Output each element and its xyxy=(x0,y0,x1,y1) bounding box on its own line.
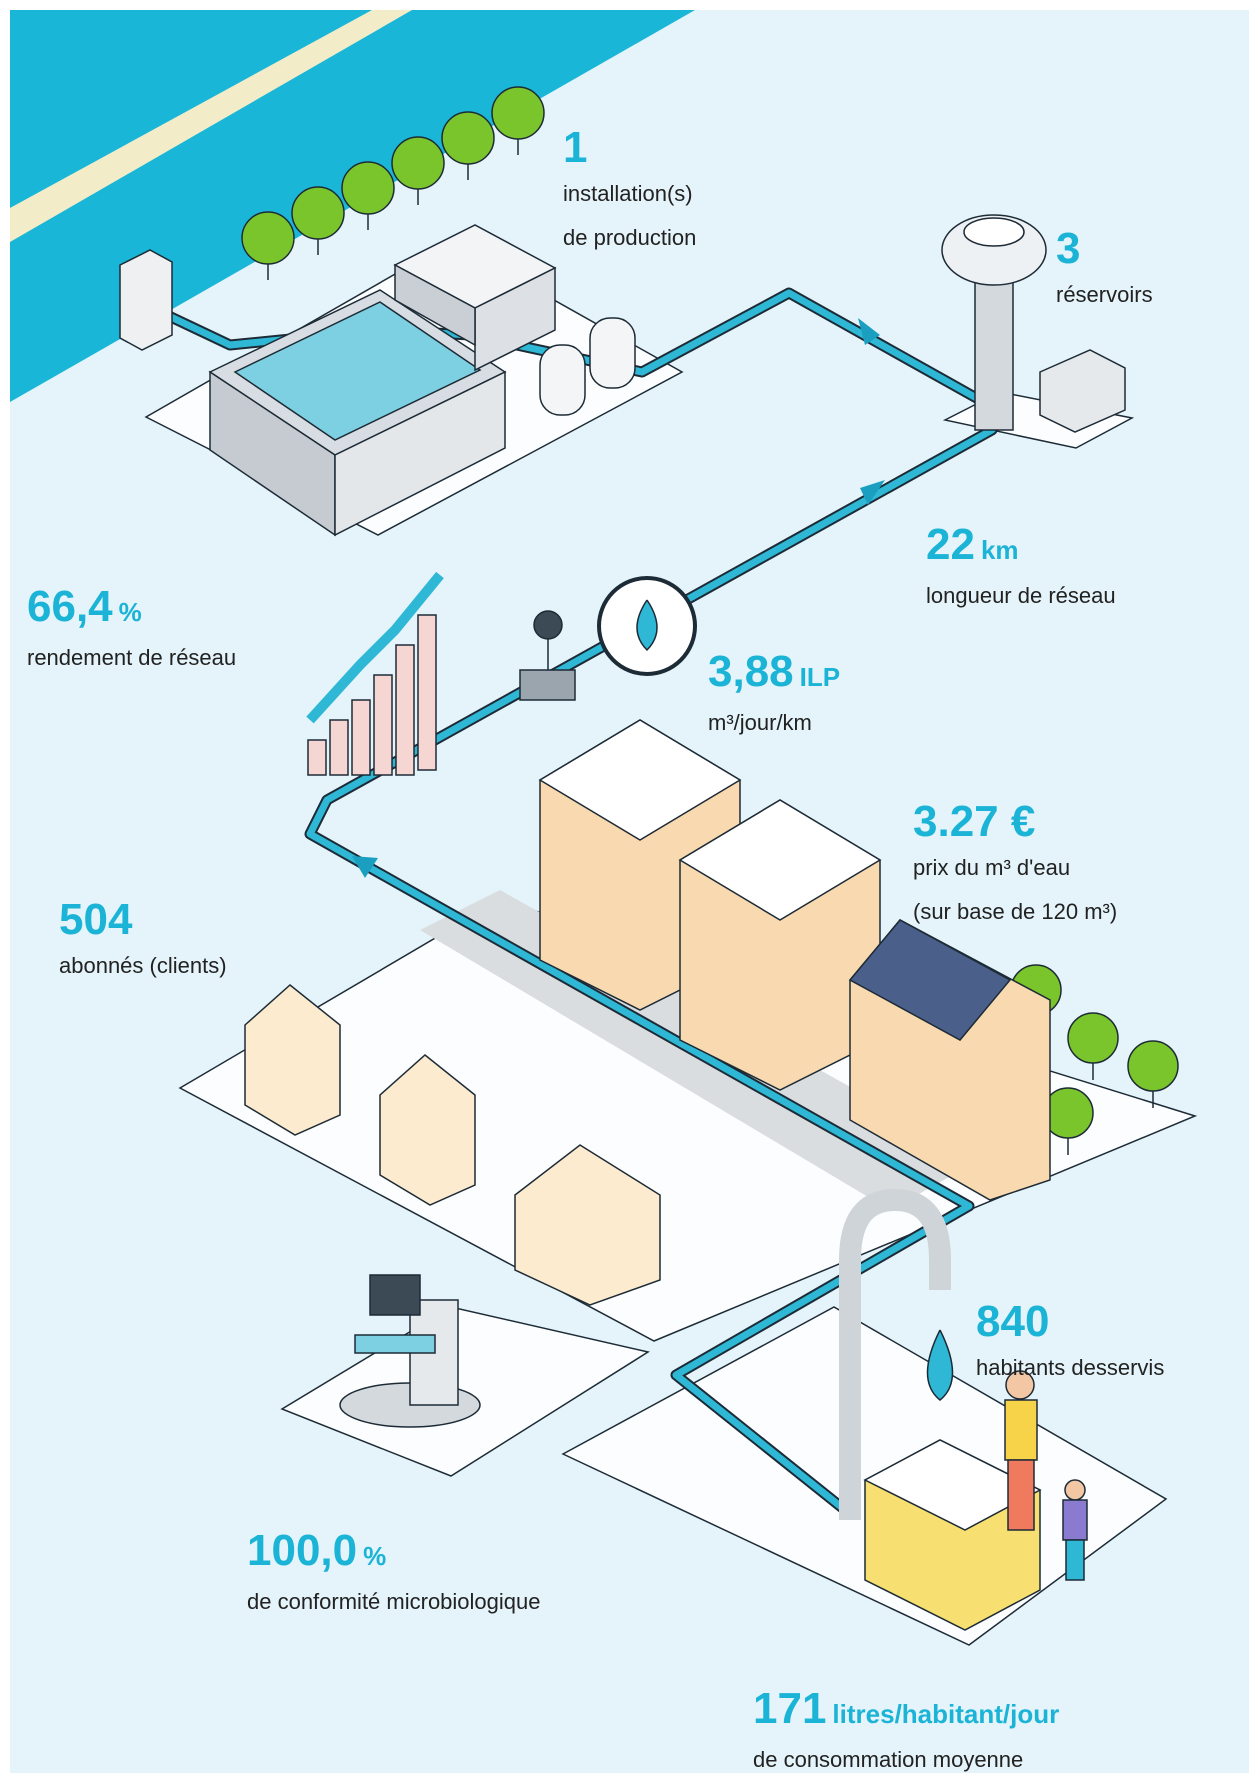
stat-label: m³/jour/km xyxy=(708,701,840,745)
stat-value: 3.27 € xyxy=(913,798,1117,846)
stat: 100,0%de conformité microbiologique xyxy=(247,1527,541,1624)
stat-label: abonnés (clients) xyxy=(59,944,227,988)
stat-unit: ILP xyxy=(800,662,840,692)
stat-number: 22 xyxy=(926,520,975,569)
stat-label: réservoirs xyxy=(1056,273,1153,317)
stat-label: de consommation moyenne xyxy=(753,1738,1059,1773)
stat-unit: % xyxy=(119,597,142,627)
stat-value: 3 xyxy=(1056,225,1153,273)
stat-label: prix du m³ d'eau xyxy=(913,846,1117,890)
stat-value: 66,4% xyxy=(27,583,236,636)
stat-unit: km xyxy=(981,535,1019,565)
stat-label: longueur de réseau xyxy=(926,574,1116,618)
stat: 66,4%rendement de réseau xyxy=(27,583,236,680)
stat-unit: % xyxy=(363,1541,386,1571)
stat-value: 840 xyxy=(976,1298,1164,1346)
stat-number: 171 xyxy=(753,1684,826,1733)
stat-number: 3,88 xyxy=(708,647,794,696)
page: Réseau d'eau {"stats": [ {"value": "1", … xyxy=(0,0,1259,1783)
stat-label: installation(s) xyxy=(563,172,696,216)
stat-number: 3.27 € xyxy=(913,797,1035,846)
stat-label: (sur base de 120 m³) xyxy=(913,890,1117,934)
stat-label: rendement de réseau xyxy=(27,636,236,680)
stat-number: 66,4 xyxy=(27,582,113,631)
body: 1installation(s)de production 3réservoirs… xyxy=(0,0,1259,1783)
stat-label: habitants desservis xyxy=(976,1346,1164,1390)
stat-label: de production xyxy=(563,216,696,260)
stat-value: 1 xyxy=(563,124,696,172)
stat-number: 3 xyxy=(1056,224,1080,273)
stat: 3.27 €prix du m³ d'eau(sur base de 120 m… xyxy=(913,798,1117,934)
stat-number: 840 xyxy=(976,1297,1049,1346)
stat-number: 504 xyxy=(59,895,132,944)
stat-number: 1 xyxy=(563,123,587,172)
stat-number: 100,0 xyxy=(247,1526,357,1575)
stat-unit: litres/habitant/jour xyxy=(832,1699,1059,1729)
stat-value: 100,0% xyxy=(247,1527,541,1580)
stat-label: de conformité microbiologique xyxy=(247,1580,541,1624)
stat-value: 504 xyxy=(59,896,227,944)
